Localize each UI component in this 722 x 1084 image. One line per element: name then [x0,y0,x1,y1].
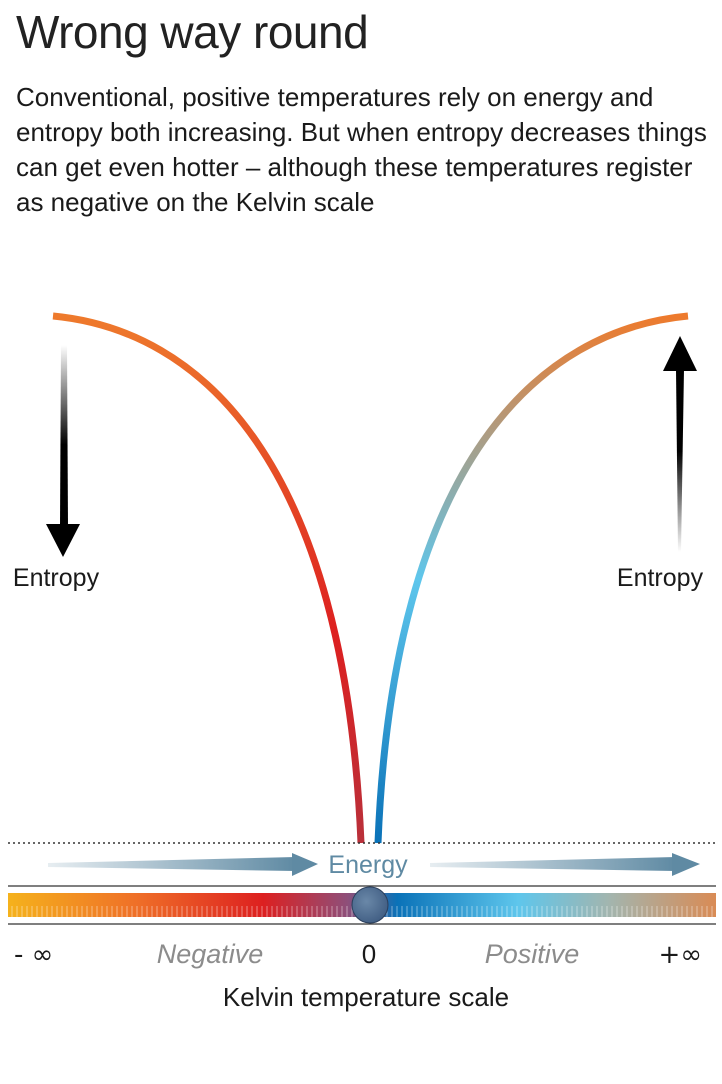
entropy-label-right: Entropy [617,564,704,592]
subtitle: Conventional, positive temperatures rely… [16,82,707,217]
zero-label: 0 [362,939,376,969]
page-title: Wrong way round [16,6,369,58]
positive-temperature-curve [374,312,689,844]
entropy-increasing-arrow-icon [663,336,697,552]
positive-label: Positive [485,939,580,969]
scale-ticks [11,906,713,917]
negative-label: Negative [157,939,264,969]
negative-temperature-curve [52,312,365,844]
energy-arrow-right-icon [430,853,700,876]
entropy-decreasing-arrow-icon [46,345,80,557]
energy-label: Energy [328,851,408,879]
negative-infinity-label: - ∞ [14,940,53,970]
entropy-label-left: Entropy [13,564,100,592]
scale-title: Kelvin temperature scale [223,982,509,1012]
zero-point-marker [351,886,389,924]
positive-infinity-label: +∞ [659,940,702,970]
energy-arrow-left-icon [48,853,318,876]
